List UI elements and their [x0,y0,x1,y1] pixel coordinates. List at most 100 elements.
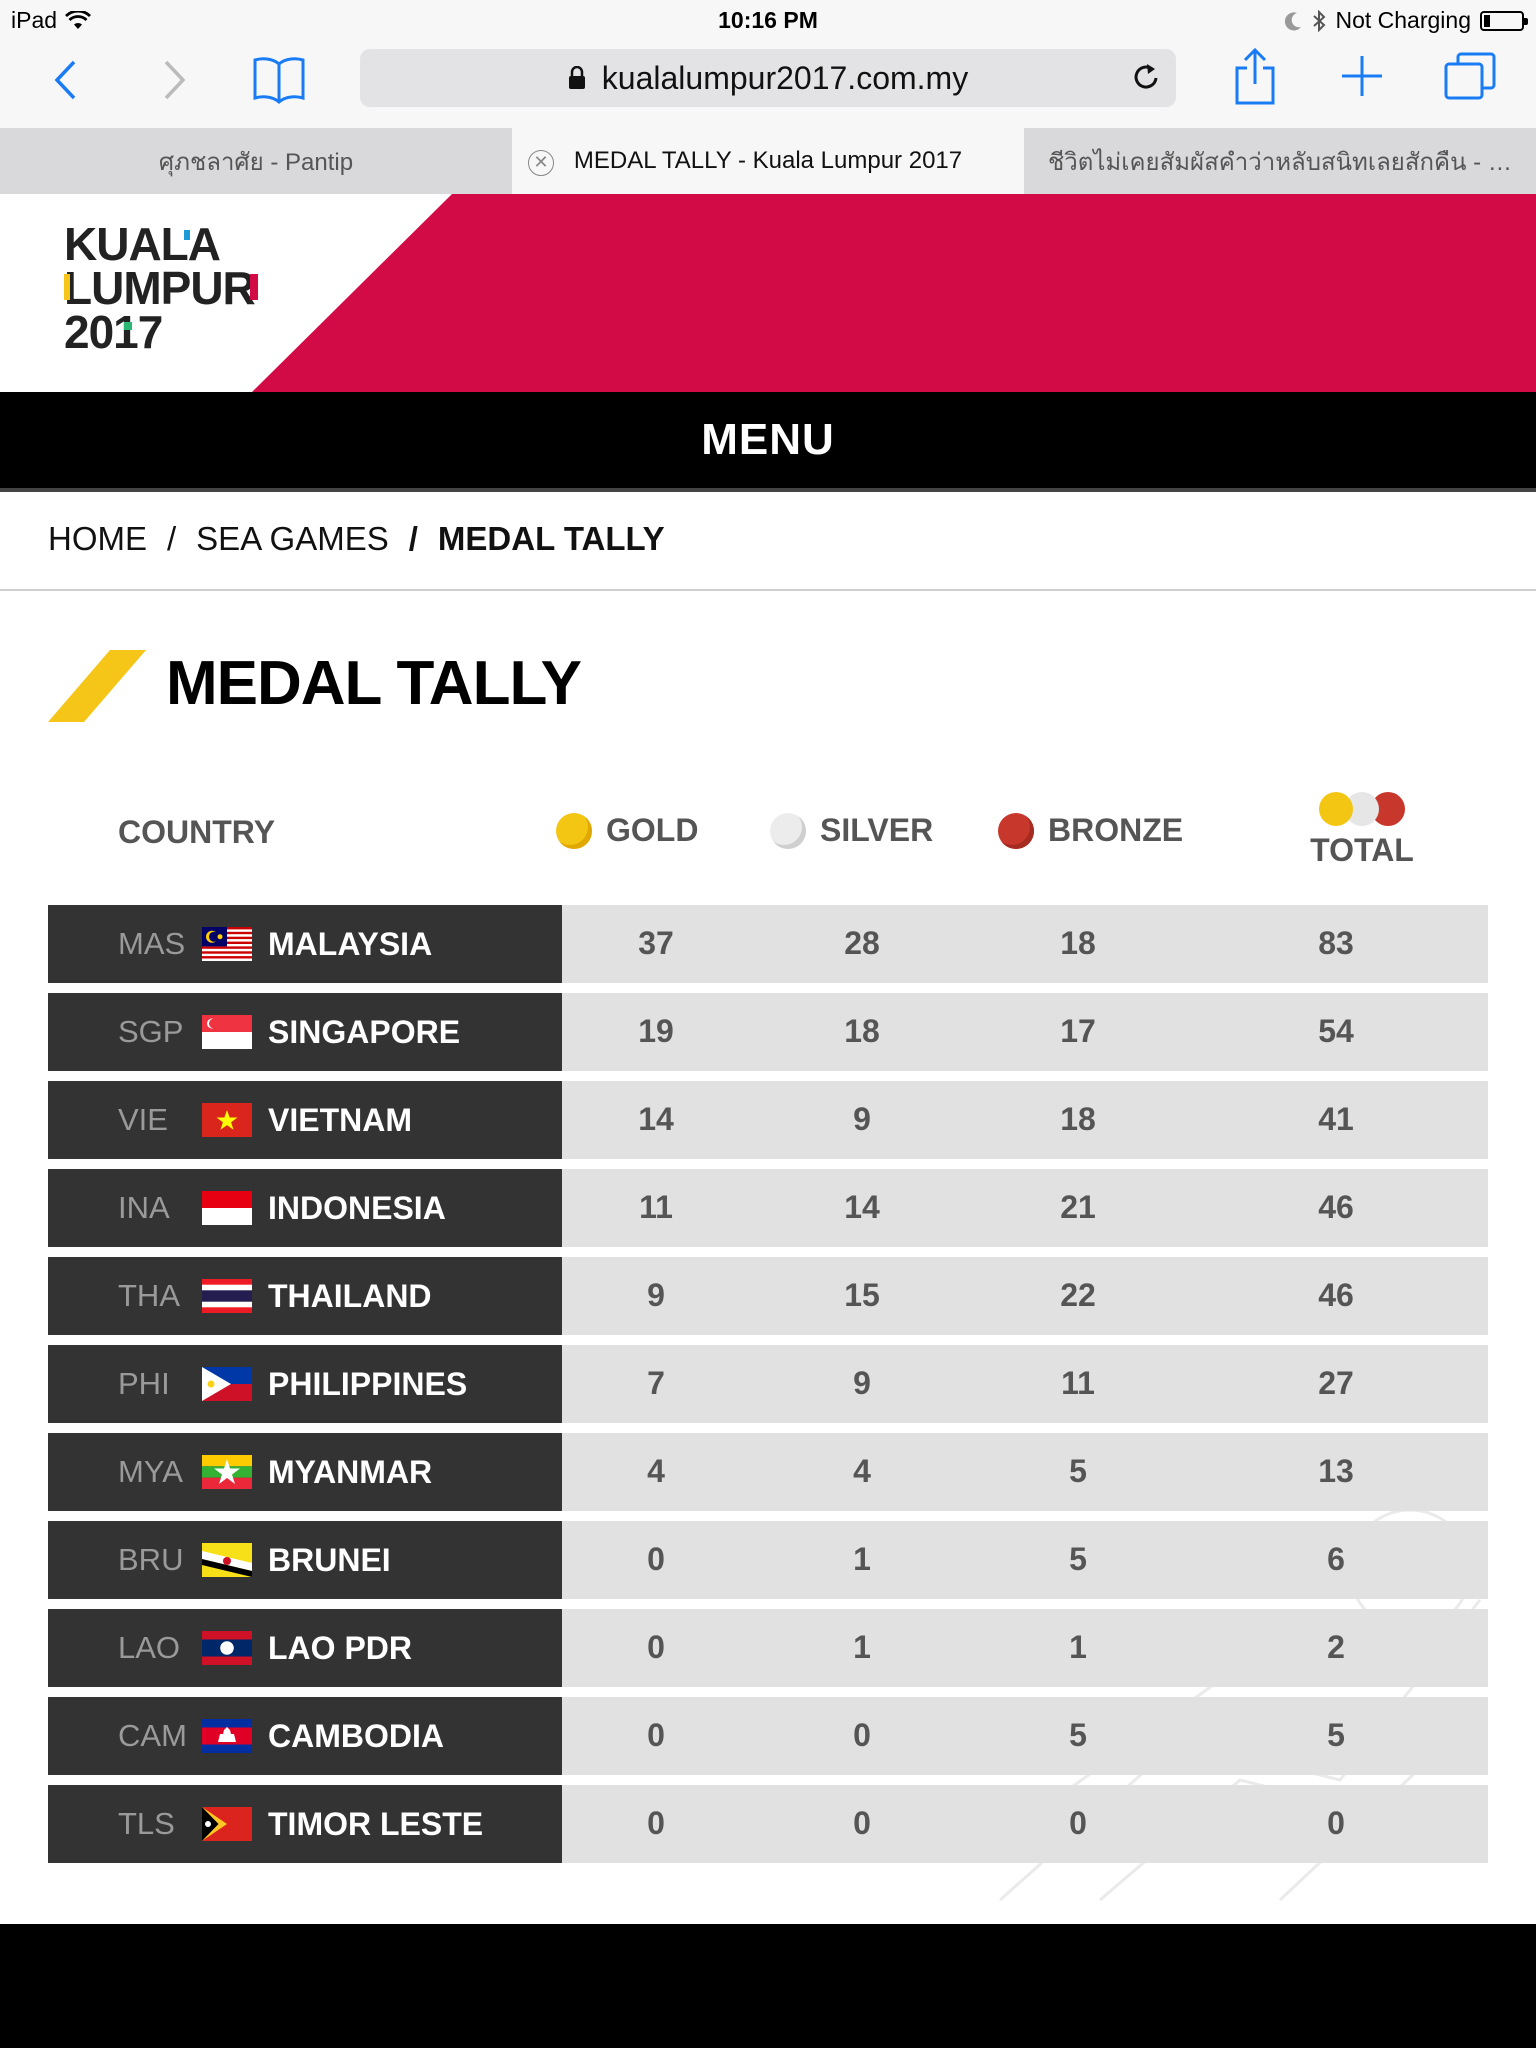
philippines-flag-icon [202,1367,252,1401]
table-row[interactable]: MAS MALAYSIA 37 28 18 83 [48,905,1488,983]
breadcrumb-separator: / [167,520,177,557]
address-bar[interactable]: kualalumpur2017.com.my [360,49,1176,107]
table-row[interactable]: SGP SINGAPORE 19 18 17 54 [48,993,1488,1071]
bronze-count: 1 [1069,1629,1087,1665]
laos-flag-icon [202,1631,252,1665]
battery-icon [1480,10,1528,31]
page-footer [0,1924,1536,2048]
bronze-count: 11 [1061,1365,1095,1401]
country-name: LAO PDR [268,1629,412,1666]
lock-icon [568,66,585,89]
new-tab-button[interactable] [1340,54,1384,98]
table-row[interactable]: BRU BRUNEI 0 1 5 6 [48,1521,1488,1599]
stats-cell: 37 28 18 83 [562,905,1488,983]
country-name: SINGAPORE [268,1013,461,1050]
cambodia-flag-icon [202,1719,252,1753]
country-code: MYA [118,1454,183,1489]
silver-count: 1 [853,1541,871,1577]
table-row[interactable]: LAO LAO PDR 0 1 1 2 [48,1609,1488,1687]
site-header: KUALA LUMPUR 2017 [0,194,1536,392]
header-total[interactable]: TOTAL [1300,790,1424,869]
country-code: INA [118,1190,170,1225]
silver-count: 0 [853,1717,871,1753]
gold-count: 0 [647,1717,665,1753]
tabs-overview-button[interactable] [1444,52,1496,100]
header-bronze[interactable]: BRONZE [998,812,1183,849]
gold-count: 19 [638,1013,674,1049]
table-row[interactable]: TLS TIMOR LESTE 0 0 0 0 [48,1785,1488,1863]
stats-cell: 0 1 1 2 [562,1609,1488,1687]
gold-count: 0 [647,1541,665,1577]
country-name: INDONESIA [268,1189,446,1226]
reload-icon[interactable] [1130,61,1162,93]
country-name: CAMBODIA [268,1717,444,1754]
table-row[interactable]: THA THAILAND 9 15 22 46 [48,1257,1488,1335]
stats-cell: 4 4 5 13 [562,1433,1488,1511]
gold-medal-icon [556,812,592,849]
silver-count: 4 [853,1453,871,1489]
silver-count: 1 [853,1629,871,1665]
menu-button[interactable]: MENU [0,392,1536,492]
gold-count: 0 [647,1805,665,1841]
logo-line-2: LUMPUR [64,262,256,314]
country-code: CAM [118,1718,187,1753]
silver-count: 18 [844,1013,880,1049]
country-code: BRU [118,1542,184,1577]
bronze-count: 18 [1060,1101,1096,1137]
country-name: BRUNEI [268,1541,391,1578]
silver-count: 9 [853,1101,871,1137]
country-name: TIMOR LESTE [268,1805,484,1842]
myanmar-flag-icon [202,1455,252,1489]
close-tab-icon[interactable]: ✕ [528,150,554,176]
bronze-medal-icon [998,812,1034,849]
malaysia-flag-icon [202,927,252,961]
logo-color-marks [64,230,258,330]
browser-tab-3[interactable]: ชีวิตไม่เคยสัมผัสคำว่าหลับสนิทเลยสักคืน … [1024,128,1536,194]
header-silver[interactable]: SILVER [770,812,933,849]
total-count: 6 [1327,1541,1345,1577]
gold-count: 14 [638,1101,674,1137]
header-gold[interactable]: GOLD [556,812,698,849]
site-logo[interactable]: KUALA LUMPUR 2017 [64,221,284,355]
stats-cell: 7 9 11 27 [562,1345,1488,1423]
share-button[interactable] [1234,48,1276,106]
stats-cell: 19 18 17 54 [562,993,1488,1071]
country-cell: CAM CAMBODIA [48,1697,562,1775]
table-row[interactable]: INA INDONESIA 11 14 21 46 [48,1169,1488,1247]
total-count: 5 [1327,1717,1345,1753]
page-title: MEDAL TALLY [166,649,582,718]
breadcrumb-home[interactable]: HOME [48,520,147,557]
book-icon [253,57,305,104]
bookmarks-button[interactable] [252,54,306,104]
breadcrumb-sea-games[interactable]: SEA GAMES [196,520,389,557]
table-row[interactable]: VIE VIETNAM 14 9 18 41 [48,1081,1488,1159]
header-country[interactable]: COUNTRY [118,814,275,851]
status-bar-right: Not Charging [1285,7,1528,34]
url-text: kualalumpur2017.com.my [601,59,969,96]
table-row[interactable]: MYA MYANMAR 4 4 5 13 [48,1433,1488,1511]
brunei-flag-icon [202,1543,252,1577]
bronze-count: 21 [1060,1189,1096,1225]
browser-tab-1[interactable]: ศุภชลาศัย - Pantip [0,128,512,194]
country-cell: MAS MALAYSIA [48,905,562,983]
back-button[interactable] [52,58,78,102]
browser-tab-2[interactable]: ✕ MEDAL TALLY - Kuala Lumpur 2017 [512,128,1024,194]
silver-count: 14 [844,1189,880,1225]
timor-leste-flag-icon [202,1807,252,1841]
silver-count: 9 [853,1365,871,1401]
forward-button[interactable] [162,58,188,102]
status-bar-left: iPad [11,7,92,34]
plus-icon [1342,56,1382,96]
gold-count: 7 [647,1365,665,1401]
country-name: MYANMAR [268,1453,433,1490]
chevron-left-icon [54,60,76,100]
silver-count: 0 [853,1805,871,1841]
total-count: 54 [1318,1013,1354,1049]
table-row[interactable]: CAM CAMBODIA 0 0 5 5 [48,1697,1488,1775]
stats-cell: 0 0 0 0 [562,1785,1488,1863]
all-medals-icon [1319,792,1405,826]
table-row[interactable]: PHI PHILIPPINES 7 9 11 27 [48,1345,1488,1423]
country-code: TLS [118,1806,175,1841]
bronze-count: 0 [1069,1805,1087,1841]
country-cell: MYA MYANMAR [48,1433,562,1511]
